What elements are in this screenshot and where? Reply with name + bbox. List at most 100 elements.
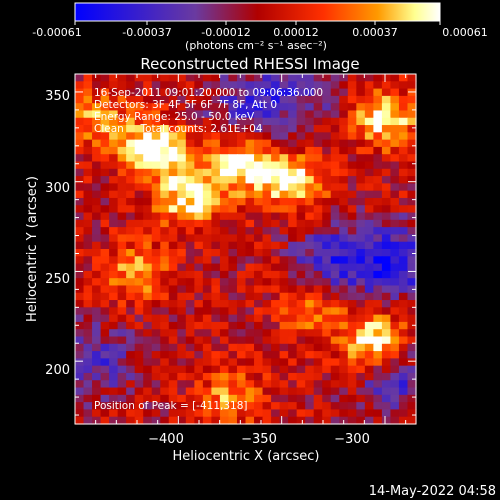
heatmap-cell bbox=[151, 168, 161, 177]
heatmap-cell bbox=[356, 285, 366, 294]
heatmap-cell bbox=[288, 176, 298, 184]
heatmap-cell bbox=[245, 394, 255, 403]
heatmap-cell bbox=[313, 139, 323, 148]
heatmap-cell bbox=[407, 380, 417, 389]
heatmap-cell bbox=[126, 125, 136, 133]
heatmap-cell bbox=[339, 300, 349, 308]
heatmap-cell bbox=[109, 241, 119, 250]
heatmap-cell bbox=[254, 190, 264, 199]
heatmap-cell bbox=[356, 219, 366, 228]
heatmap-cell bbox=[236, 183, 247, 192]
heatmap-cell bbox=[228, 212, 238, 221]
heatmap-cell bbox=[75, 343, 85, 352]
heatmap-cell bbox=[356, 321, 366, 330]
heatmap-cell bbox=[254, 321, 264, 330]
heatmap-cell bbox=[92, 103, 102, 112]
heatmap-cell bbox=[92, 132, 102, 141]
heatmap-cell bbox=[134, 351, 144, 359]
time-range-text: 16-Sep-2011 09:01:20.000 to 09:06:36.000 bbox=[94, 87, 323, 99]
heatmap-cell bbox=[177, 314, 187, 323]
heatmap-cell bbox=[271, 117, 281, 126]
heatmap-cell bbox=[262, 117, 272, 126]
heatmap-cell bbox=[92, 81, 102, 90]
heatmap-cell bbox=[211, 321, 221, 330]
heatmap-cell bbox=[75, 358, 85, 367]
heatmap-cell bbox=[322, 110, 332, 119]
heatmap-cell bbox=[219, 285, 230, 294]
heatmap-cell bbox=[160, 154, 170, 163]
heatmap-cell bbox=[373, 227, 383, 236]
heatmap-cell bbox=[177, 365, 187, 374]
heatmap-cell bbox=[126, 154, 136, 163]
heatmap-cell bbox=[279, 329, 289, 338]
heatmap-cell bbox=[262, 285, 272, 294]
heatmap-cell bbox=[305, 249, 315, 257]
heatmap-cell bbox=[143, 300, 153, 308]
heatmap-cell bbox=[92, 212, 102, 221]
heatmap-cell bbox=[296, 132, 306, 141]
heatmap-cell bbox=[185, 394, 195, 403]
heatmap-cell bbox=[151, 351, 161, 359]
heatmap-cell bbox=[381, 212, 392, 221]
heatmap-cell bbox=[134, 314, 144, 323]
heatmap-cell bbox=[151, 358, 161, 367]
heatmap-cell bbox=[330, 394, 340, 403]
heatmap-cell bbox=[134, 146, 144, 155]
heatmap-cell bbox=[373, 81, 383, 90]
heatmap-cell bbox=[288, 402, 298, 411]
heatmap-cell bbox=[330, 212, 340, 221]
heatmap-cell bbox=[202, 219, 213, 228]
heatmap-cell bbox=[288, 285, 298, 294]
heatmap-cell bbox=[398, 139, 409, 148]
heatmap-cell bbox=[339, 394, 349, 403]
heatmap-cell bbox=[194, 387, 204, 396]
heatmap-cell bbox=[373, 314, 383, 323]
heatmap-cell bbox=[168, 307, 178, 316]
heatmap-cell bbox=[364, 74, 374, 82]
heatmap-cell bbox=[364, 212, 374, 221]
heatmap-cell bbox=[322, 263, 332, 272]
heatmap-cell bbox=[194, 241, 204, 250]
heatmap-cell bbox=[92, 190, 102, 199]
heatmap-cell bbox=[92, 314, 102, 323]
heatmap-cell bbox=[228, 372, 238, 381]
heatmap-cell bbox=[279, 146, 289, 155]
heatmap-cell bbox=[381, 249, 392, 257]
heatmap-cell bbox=[75, 103, 85, 112]
heatmap-cell bbox=[288, 270, 298, 279]
heatmap-cell bbox=[254, 103, 264, 112]
heatmap-cell bbox=[83, 161, 93, 170]
heatmap-cell bbox=[339, 168, 349, 177]
heatmap-cell bbox=[288, 241, 298, 250]
heatmap-cell bbox=[364, 409, 374, 418]
heatmap-cell bbox=[356, 74, 366, 82]
heatmap-cell bbox=[398, 285, 409, 294]
heatmap-cell bbox=[373, 88, 383, 97]
heatmap-cell bbox=[262, 278, 272, 287]
heatmap-cell bbox=[398, 103, 409, 112]
heatmap-cell bbox=[390, 278, 400, 287]
heatmap-cell bbox=[330, 161, 340, 170]
heatmap-cell bbox=[236, 125, 247, 133]
heatmap-cell bbox=[339, 249, 349, 257]
heatmap-cell bbox=[109, 249, 119, 257]
heatmap-cell bbox=[330, 380, 340, 389]
heatmap-cell bbox=[288, 358, 298, 367]
heatmap-cell bbox=[381, 110, 392, 119]
heatmap-cell bbox=[288, 314, 298, 323]
heatmap-cell bbox=[271, 241, 281, 250]
heatmap-cell bbox=[219, 125, 230, 133]
heatmap-cell bbox=[356, 336, 366, 345]
heatmap-cell bbox=[347, 241, 357, 250]
heatmap-cell bbox=[211, 249, 221, 257]
heatmap-cell bbox=[168, 321, 178, 330]
heatmap-cell bbox=[313, 394, 323, 403]
heatmap-cell bbox=[211, 329, 221, 338]
heatmap-cell bbox=[313, 365, 323, 374]
heatmap-cell bbox=[134, 365, 144, 374]
heatmap-cell bbox=[134, 292, 144, 301]
heatmap-cell bbox=[219, 161, 230, 170]
heatmap-cell bbox=[109, 314, 119, 323]
heatmap-cell bbox=[75, 74, 85, 82]
heatmap-cell bbox=[398, 227, 409, 236]
